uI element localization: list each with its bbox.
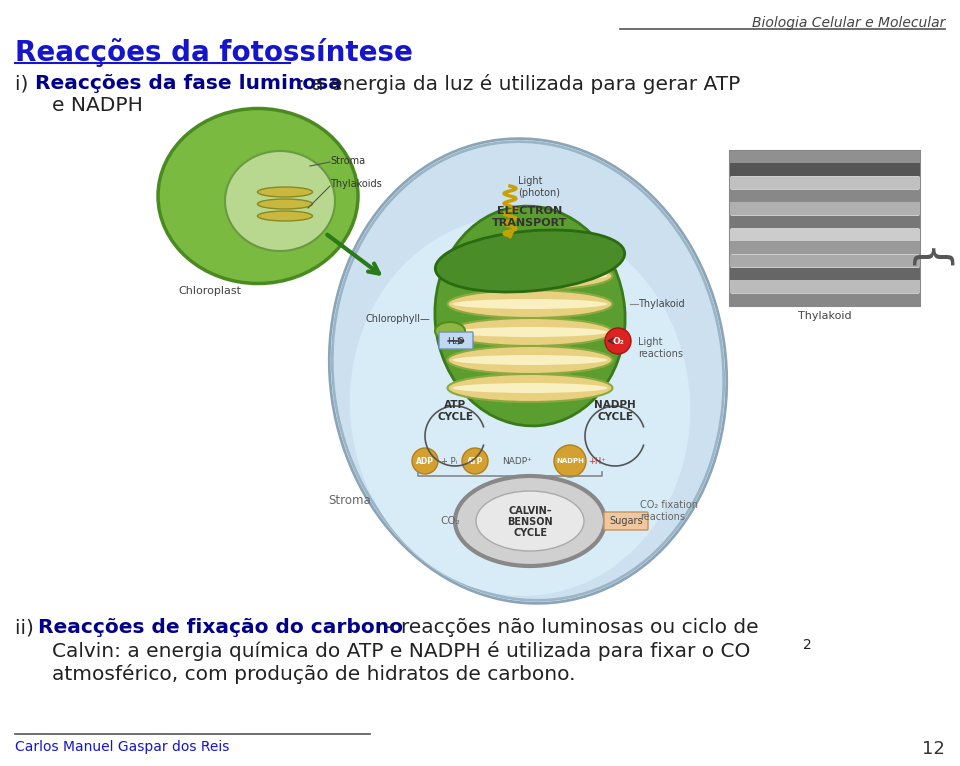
Bar bbox=[730, 255, 920, 267]
Bar bbox=[730, 200, 920, 215]
Text: H₂O: H₂O bbox=[447, 336, 465, 345]
Text: CO₂ fixation
reactions: CO₂ fixation reactions bbox=[640, 500, 698, 522]
Ellipse shape bbox=[257, 199, 313, 209]
Ellipse shape bbox=[435, 322, 465, 340]
Bar bbox=[730, 229, 920, 241]
Bar bbox=[730, 294, 920, 306]
Ellipse shape bbox=[452, 383, 608, 393]
Text: ATP
CYCLE: ATP CYCLE bbox=[437, 400, 473, 422]
Text: Reacções da fotossíntese: Reacções da fotossíntese bbox=[15, 38, 413, 67]
Text: NADPH: NADPH bbox=[556, 458, 584, 464]
Text: CO₂: CO₂ bbox=[440, 516, 460, 526]
Text: – reacções não luminosas ou ciclo de: – reacções não luminosas ou ciclo de bbox=[378, 618, 758, 637]
Circle shape bbox=[554, 445, 586, 477]
Ellipse shape bbox=[158, 109, 358, 283]
Text: : a energia da luz é utilizada para gerar ATP: : a energia da luz é utilizada para gera… bbox=[298, 74, 740, 94]
Text: CYCLE: CYCLE bbox=[513, 528, 547, 538]
Ellipse shape bbox=[455, 476, 605, 566]
Text: BENSON: BENSON bbox=[507, 517, 553, 527]
Text: Chlorophyll—: Chlorophyll— bbox=[365, 314, 430, 324]
Text: 12: 12 bbox=[923, 740, 945, 758]
Ellipse shape bbox=[447, 346, 612, 374]
Text: ADP: ADP bbox=[416, 457, 434, 466]
Ellipse shape bbox=[447, 262, 612, 290]
Bar bbox=[730, 161, 920, 176]
Ellipse shape bbox=[225, 151, 335, 251]
Ellipse shape bbox=[447, 374, 612, 402]
Ellipse shape bbox=[257, 211, 313, 221]
Bar bbox=[730, 278, 920, 293]
Ellipse shape bbox=[435, 230, 625, 292]
Text: 2: 2 bbox=[803, 638, 812, 652]
Text: e NADPH: e NADPH bbox=[52, 96, 143, 115]
Ellipse shape bbox=[476, 491, 584, 551]
Bar bbox=[730, 190, 920, 202]
Text: Sugars: Sugars bbox=[610, 516, 643, 526]
Ellipse shape bbox=[435, 206, 625, 426]
Ellipse shape bbox=[452, 355, 608, 365]
Text: ii): ii) bbox=[15, 618, 40, 637]
Text: Stroma: Stroma bbox=[328, 495, 372, 508]
Text: atmosférico, com produção de hidratos de carbono.: atmosférico, com produção de hidratos de… bbox=[52, 664, 575, 684]
Text: Thylakoid: Thylakoid bbox=[798, 311, 852, 321]
Text: Light
reactions: Light reactions bbox=[638, 337, 683, 358]
Ellipse shape bbox=[257, 187, 313, 197]
Text: }: } bbox=[908, 237, 951, 265]
Bar bbox=[730, 151, 920, 163]
Text: NADPH
CYCLE: NADPH CYCLE bbox=[594, 400, 636, 422]
Text: Reacções de fixação do carbono: Reacções de fixação do carbono bbox=[38, 618, 403, 637]
Ellipse shape bbox=[447, 290, 612, 318]
Bar bbox=[730, 216, 920, 228]
Bar bbox=[730, 268, 920, 280]
Text: Reacções da fase luminosa: Reacções da fase luminosa bbox=[35, 74, 342, 93]
Ellipse shape bbox=[452, 271, 608, 281]
Text: i): i) bbox=[15, 74, 35, 93]
Ellipse shape bbox=[452, 299, 608, 309]
Text: Biologia Celular e Molecular: Biologia Celular e Molecular bbox=[752, 16, 945, 30]
Text: CALVIN–: CALVIN– bbox=[508, 506, 552, 516]
Circle shape bbox=[462, 448, 488, 474]
Text: Thylakoids: Thylakoids bbox=[330, 179, 382, 189]
Ellipse shape bbox=[332, 142, 724, 601]
Text: Thylakoid: Thylakoid bbox=[638, 299, 684, 309]
Circle shape bbox=[412, 448, 438, 474]
Text: O₂: O₂ bbox=[612, 336, 624, 345]
Text: Carlos Manuel Gaspar dos Reis: Carlos Manuel Gaspar dos Reis bbox=[15, 740, 229, 754]
Circle shape bbox=[605, 328, 631, 354]
Bar bbox=[730, 151, 920, 306]
Text: + Pᵢ: + Pᵢ bbox=[441, 457, 457, 466]
FancyBboxPatch shape bbox=[439, 332, 473, 349]
FancyBboxPatch shape bbox=[604, 512, 648, 530]
Text: Calvin: a energia química do ATP e NADPH é utilizada para fixar o CO: Calvin: a energia química do ATP e NADPH… bbox=[52, 641, 751, 661]
Text: Chloroplast: Chloroplast bbox=[179, 286, 242, 296]
Ellipse shape bbox=[447, 318, 612, 346]
Ellipse shape bbox=[452, 327, 608, 337]
Text: Light
(photon): Light (photon) bbox=[518, 176, 560, 198]
Text: NADP⁺: NADP⁺ bbox=[502, 457, 532, 466]
Ellipse shape bbox=[349, 216, 690, 596]
Text: Stroma: Stroma bbox=[330, 156, 365, 166]
Bar bbox=[730, 177, 920, 189]
Bar bbox=[140, 111, 840, 611]
Text: ELECTRON
TRANSPORT: ELECTRON TRANSPORT bbox=[492, 206, 567, 228]
Text: +H⁺: +H⁺ bbox=[588, 457, 606, 466]
Bar bbox=[730, 239, 920, 254]
Text: ATP: ATP bbox=[467, 457, 483, 466]
